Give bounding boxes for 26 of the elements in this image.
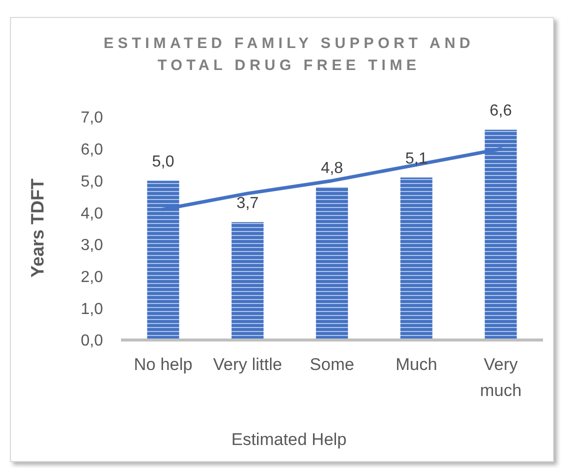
y-axis-title: Years TDFT: [28, 178, 48, 278]
y-tick-label: 1,0: [80, 300, 104, 318]
data-label: 5,1: [405, 150, 428, 168]
y-tick-label: 3,0: [80, 237, 104, 254]
bar: [232, 222, 264, 340]
x-tick-label: No help: [134, 355, 193, 374]
x-tick-label: Very much: [480, 355, 522, 400]
y-tick-label: 0,0: [80, 332, 104, 350]
data-label: 6,6: [490, 102, 512, 120]
bar: [484, 130, 517, 340]
x-tick-label: Very little: [213, 355, 282, 374]
x-axis-title: Estimated Help: [231, 430, 347, 450]
bar: [400, 178, 432, 340]
data-label: 5,0: [152, 154, 174, 171]
y-tick-label: 2,0: [80, 268, 104, 286]
data-label: 4,8: [320, 160, 344, 178]
chart-title: ESTIMATED FAMILY SUPPORT AND TOTAL DRUG FREE TIME: [102, 34, 476, 76]
x-tick-label: Much: [396, 355, 438, 374]
y-tick-label: 4,0: [80, 205, 104, 222]
y-tick-label: 6,0: [80, 142, 104, 159]
bar: [147, 180, 180, 340]
y-tick-label: 5,0: [80, 173, 104, 190]
bar: [316, 187, 348, 340]
data-label: 3,7: [236, 195, 259, 212]
x-tick-label: Some: [310, 355, 354, 374]
y-tick-label: 7,0: [80, 110, 104, 127]
